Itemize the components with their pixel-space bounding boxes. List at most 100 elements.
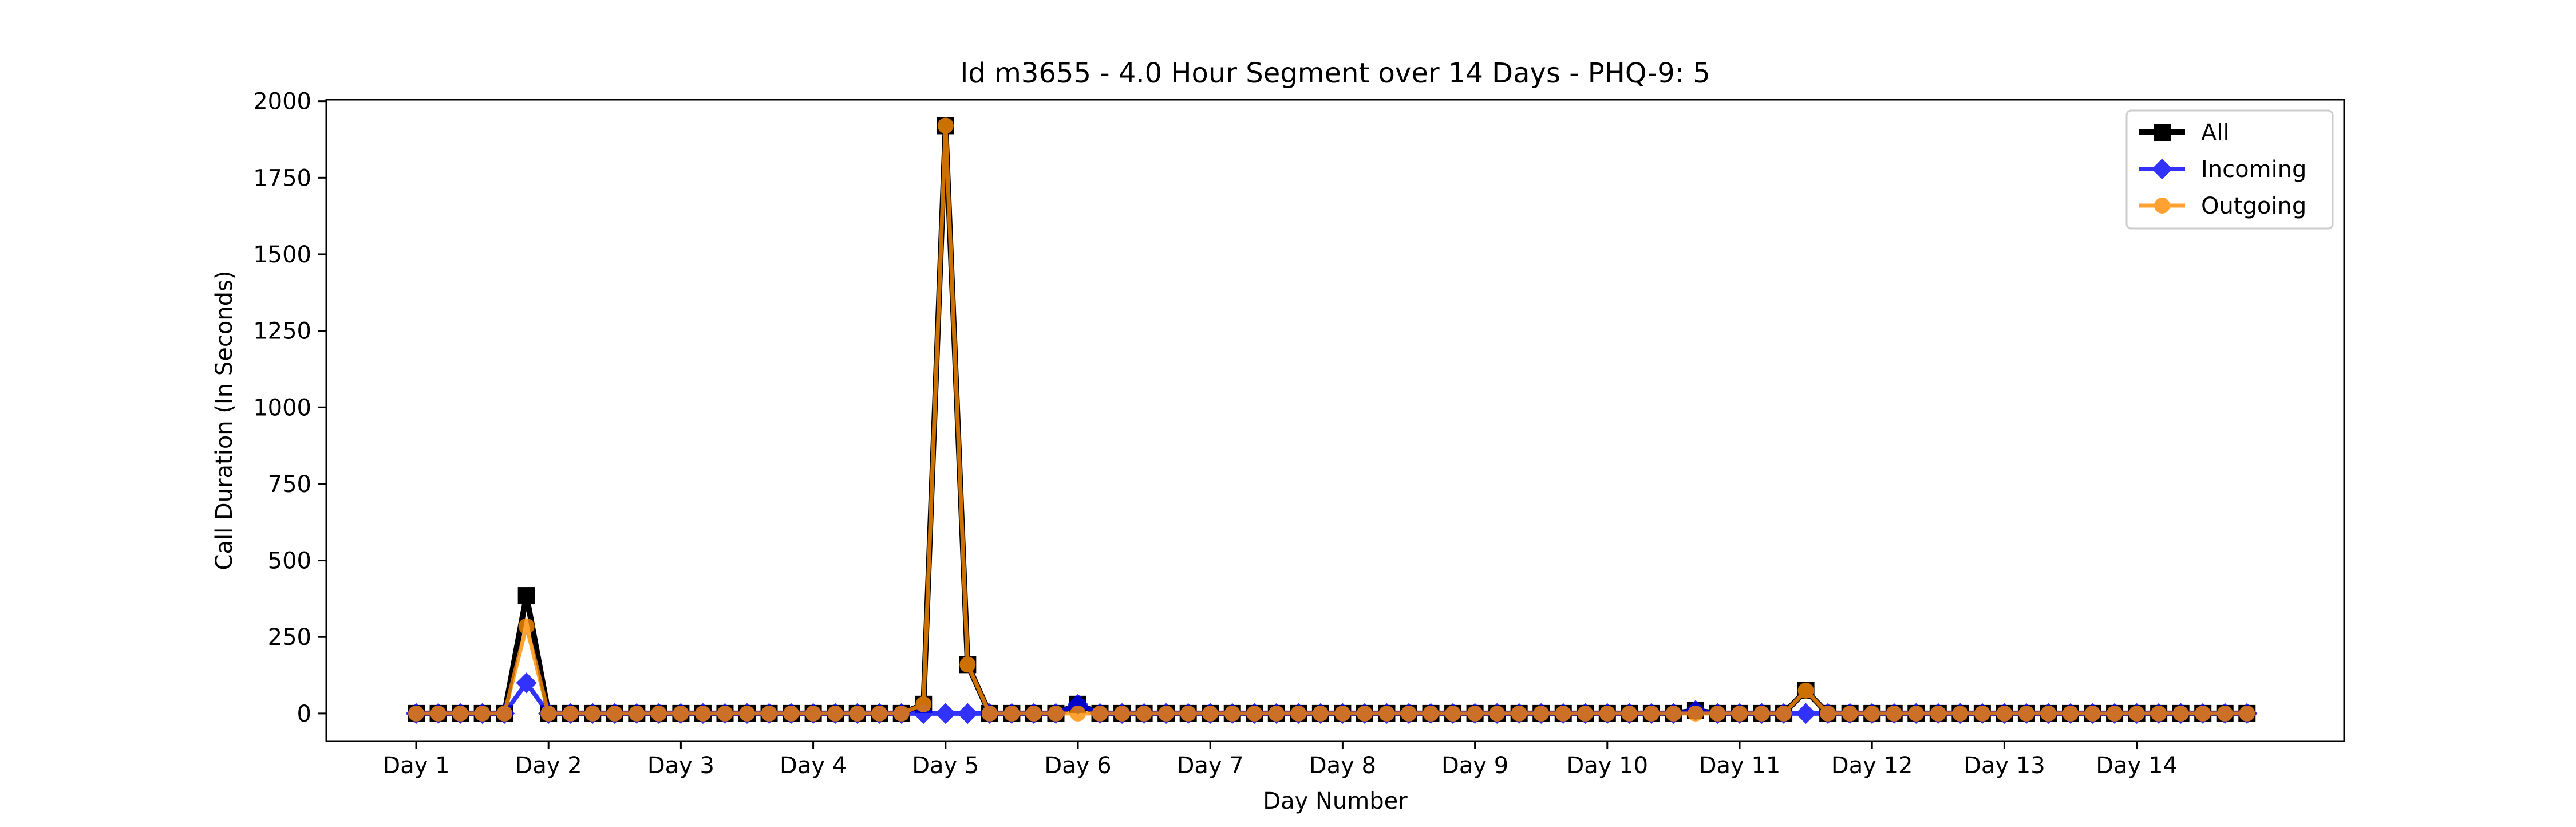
x-tick-label: Day 13 bbox=[1963, 753, 2045, 779]
data-point bbox=[1136, 705, 1152, 722]
legend-entry bbox=[2139, 198, 2185, 214]
data-point bbox=[2195, 705, 2211, 722]
data-point bbox=[474, 705, 491, 722]
y-tick-label: 750 bbox=[268, 471, 311, 498]
data-point bbox=[1577, 705, 1594, 722]
data-point bbox=[1114, 705, 1131, 722]
data-point bbox=[606, 705, 623, 722]
legend-marker bbox=[2151, 158, 2173, 180]
data-point bbox=[2063, 705, 2079, 722]
legend-entry bbox=[2139, 124, 2185, 141]
data-point bbox=[518, 618, 535, 635]
data-point bbox=[1820, 705, 1836, 722]
data-point bbox=[849, 705, 866, 722]
data-point bbox=[673, 705, 689, 722]
data-point bbox=[2128, 705, 2145, 722]
x-tick-label: Day 4 bbox=[780, 753, 847, 779]
data-point bbox=[2040, 705, 2057, 722]
y-tick-label: 2000 bbox=[253, 89, 311, 115]
data-point bbox=[913, 703, 934, 724]
data-point bbox=[915, 696, 932, 712]
data-point bbox=[893, 705, 910, 722]
x-tick-label: Day 8 bbox=[1309, 753, 1376, 779]
data-point bbox=[1952, 705, 1969, 722]
data-point bbox=[1974, 705, 1990, 722]
data-point bbox=[1665, 705, 1682, 722]
data-point bbox=[957, 703, 978, 724]
data-point bbox=[650, 705, 667, 722]
data-point bbox=[1070, 705, 1086, 722]
plot-marks bbox=[405, 117, 2258, 724]
x-tick-label: Day 3 bbox=[647, 753, 714, 779]
data-point bbox=[1467, 705, 1483, 722]
data-point bbox=[871, 705, 888, 722]
data-point bbox=[2239, 705, 2255, 722]
data-point bbox=[1180, 705, 1196, 722]
data-point bbox=[1533, 705, 1550, 722]
data-point bbox=[2084, 705, 2101, 722]
data-point bbox=[1709, 705, 1726, 722]
y-tick-label: 1500 bbox=[253, 242, 311, 268]
legend-marker bbox=[2154, 124, 2171, 141]
data-point bbox=[1246, 705, 1263, 722]
data-point bbox=[1776, 705, 1792, 722]
data-point bbox=[1224, 705, 1240, 722]
legend-marker bbox=[2154, 198, 2170, 214]
data-point bbox=[935, 703, 956, 724]
data-point bbox=[1401, 705, 1417, 722]
data-point bbox=[408, 705, 424, 722]
data-point bbox=[1687, 705, 1704, 722]
x-tick-label: Day 6 bbox=[1044, 753, 1111, 779]
x-tick-label: Day 9 bbox=[1441, 753, 1508, 779]
data-point bbox=[1643, 705, 1660, 722]
data-point bbox=[1312, 705, 1329, 722]
legend-label: Outgoing bbox=[2201, 193, 2306, 219]
data-point bbox=[430, 705, 447, 722]
data-point bbox=[1599, 705, 1615, 722]
x-tick-label: Day 1 bbox=[382, 753, 449, 779]
data-point bbox=[761, 705, 777, 722]
data-point bbox=[1996, 705, 2013, 722]
x-tick-label: Day 12 bbox=[1831, 753, 1913, 779]
x-tick-label: Day 2 bbox=[515, 753, 582, 779]
data-point bbox=[1797, 682, 1814, 699]
data-point bbox=[2172, 705, 2189, 722]
data-point bbox=[1930, 705, 1946, 722]
data-point bbox=[783, 705, 800, 722]
legend-box bbox=[2125, 109, 2334, 230]
x-tick-label: Day 5 bbox=[912, 753, 979, 779]
y-tick-label: 500 bbox=[268, 548, 311, 574]
data-point bbox=[540, 705, 557, 722]
data-point bbox=[1003, 705, 1020, 722]
data-point bbox=[717, 705, 733, 722]
series-outgoing bbox=[408, 117, 2255, 722]
data-point bbox=[1445, 705, 1461, 722]
x-tick-label: Day 11 bbox=[1699, 753, 1781, 779]
legend-label: Incoming bbox=[2201, 156, 2306, 183]
data-point bbox=[2018, 705, 2034, 722]
x-tick-label: Day 7 bbox=[1177, 753, 1244, 779]
data-point bbox=[1356, 705, 1373, 722]
data-point bbox=[2151, 705, 2167, 722]
data-point bbox=[1908, 705, 1925, 722]
data-point bbox=[1555, 705, 1571, 722]
y-tick-label: 1000 bbox=[253, 395, 311, 421]
data-point bbox=[1202, 705, 1219, 722]
data-point bbox=[1511, 705, 1527, 722]
y-tick-label: 0 bbox=[297, 701, 311, 727]
data-point bbox=[805, 705, 821, 722]
data-point bbox=[2217, 705, 2233, 722]
data-point bbox=[959, 656, 976, 673]
data-point bbox=[739, 705, 755, 722]
data-point bbox=[1753, 705, 1770, 722]
data-point bbox=[1268, 705, 1285, 722]
data-point bbox=[1423, 705, 1439, 722]
data-point bbox=[827, 705, 844, 722]
data-point bbox=[517, 587, 535, 605]
data-point bbox=[1621, 705, 1638, 722]
x-tick-label: Day 14 bbox=[2096, 753, 2178, 779]
legend-label: All bbox=[2201, 120, 2230, 146]
data-point bbox=[1378, 705, 1395, 722]
